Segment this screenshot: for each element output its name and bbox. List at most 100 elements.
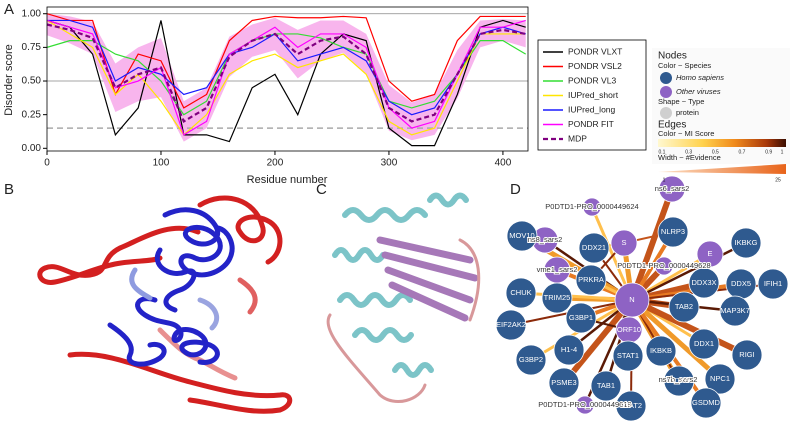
- node-label: E: [707, 249, 712, 258]
- node-label: IKBKB: [650, 346, 672, 355]
- node-label: ns7b_sars2: [659, 375, 698, 384]
- x-tick-label: 0: [44, 158, 50, 169]
- node-label: MOV10: [509, 231, 534, 240]
- node-label: EIF2AK2: [496, 320, 526, 329]
- node: [654, 256, 674, 276]
- node: [565, 302, 597, 334]
- node-label: N: [629, 295, 634, 304]
- node: [506, 220, 538, 252]
- legend-text: Nodes: [658, 51, 687, 62]
- node: [575, 264, 607, 296]
- node: [615, 390, 647, 422]
- x-axis-label: Residue number: [247, 174, 328, 186]
- mi-tick-label: 0.9: [765, 149, 772, 155]
- node-label: TAB1: [597, 381, 615, 390]
- legend-label: PONDR FIT: [568, 119, 614, 129]
- edge: [520, 291, 633, 302]
- y-tick-label: 0.50: [22, 76, 42, 87]
- node-label: MAP3K7: [720, 306, 750, 315]
- node: [582, 197, 602, 217]
- edge: [631, 241, 747, 302]
- node: [495, 309, 527, 341]
- node: [668, 291, 700, 323]
- structure-b: [37, 195, 293, 414]
- node: [696, 240, 724, 268]
- mi-tick-label: 0.5: [712, 149, 719, 155]
- node-label: G3BP2: [519, 355, 543, 364]
- mi-tick-label: 1: [781, 149, 784, 155]
- node-label: IFIH1: [764, 279, 782, 288]
- node-label: P0DTD1-PRO_0000449628: [617, 261, 710, 270]
- series-line: [46, 19, 526, 147]
- node-label: PSME3: [551, 378, 576, 387]
- node: [663, 365, 695, 397]
- panel-label: C: [316, 181, 327, 198]
- node-label: STAT2: [620, 401, 642, 410]
- node: [704, 363, 736, 395]
- node: [541, 282, 573, 314]
- error-band: [47, 13, 526, 142]
- legend-text: Other viruses: [676, 87, 721, 96]
- y-tick-label: 0.75: [22, 42, 42, 53]
- node: [515, 344, 547, 376]
- node: [690, 387, 722, 419]
- node-label: vme1_sars2: [537, 265, 578, 274]
- node-label: RIGI: [739, 350, 754, 359]
- width-wedge: [658, 164, 786, 174]
- node: [610, 229, 638, 257]
- node-label: CHUK: [510, 288, 531, 297]
- legend-text: Edges: [658, 120, 686, 131]
- width-tick-label: 25: [775, 177, 781, 183]
- legend-label: MDP: [568, 133, 587, 143]
- edge: [630, 298, 722, 381]
- node-label: DDX1: [694, 339, 714, 348]
- legend-label: PONDR VLXT: [568, 46, 622, 56]
- node-label: STAT1: [617, 351, 639, 360]
- mi-gradient: [658, 139, 786, 147]
- node: [575, 395, 595, 415]
- node: [757, 268, 789, 300]
- legend-text: Color ~ MI Score: [658, 129, 714, 138]
- edge: [561, 298, 635, 385]
- structure-c: [326, 192, 481, 404]
- node-label: H1-4: [561, 345, 577, 354]
- legend-box: [537, 39, 647, 151]
- legend-text: Width ~ #Evidence: [658, 153, 721, 162]
- node-label: IKBKG: [735, 238, 758, 247]
- node: [612, 340, 644, 372]
- node: [730, 227, 762, 259]
- legend-label: PONDR VSL2: [568, 61, 622, 71]
- mi-tick-label: 0.1: [659, 149, 666, 155]
- panel-label: D: [510, 181, 521, 198]
- node-label: DDX6: [669, 376, 689, 385]
- node: [688, 267, 720, 299]
- node-label: ns6_sars2: [655, 184, 690, 193]
- node: [719, 295, 751, 327]
- node-label: DDX3X: [691, 278, 716, 287]
- node: [505, 277, 537, 309]
- node-label: G3BP1: [569, 313, 593, 322]
- panel-label: B: [4, 181, 14, 198]
- series-line: [47, 19, 526, 116]
- node-label: DDX21: [582, 243, 606, 252]
- panel-label: A: [4, 1, 14, 18]
- node: [578, 232, 610, 264]
- legend-label: IUPred_short: [568, 90, 619, 100]
- legend-text: Shape ~ Type: [658, 97, 704, 106]
- mi-tick-label: 0.3: [685, 149, 692, 155]
- node-label: ORF10: [617, 325, 641, 334]
- legend-label: PONDR VL3: [568, 75, 616, 85]
- node: [657, 216, 689, 248]
- node: [590, 370, 622, 402]
- node-label: TAB2: [675, 302, 693, 311]
- node-label: ns8_sars2: [528, 235, 563, 244]
- node-label: DDX5: [731, 279, 751, 288]
- x-tick-label: 400: [495, 158, 512, 169]
- series-line: [46, 23, 526, 123]
- node: [658, 175, 686, 203]
- node-label: P0DTD1-PRO_0000449619: [538, 400, 631, 409]
- node-label: TRIM25: [544, 293, 571, 302]
